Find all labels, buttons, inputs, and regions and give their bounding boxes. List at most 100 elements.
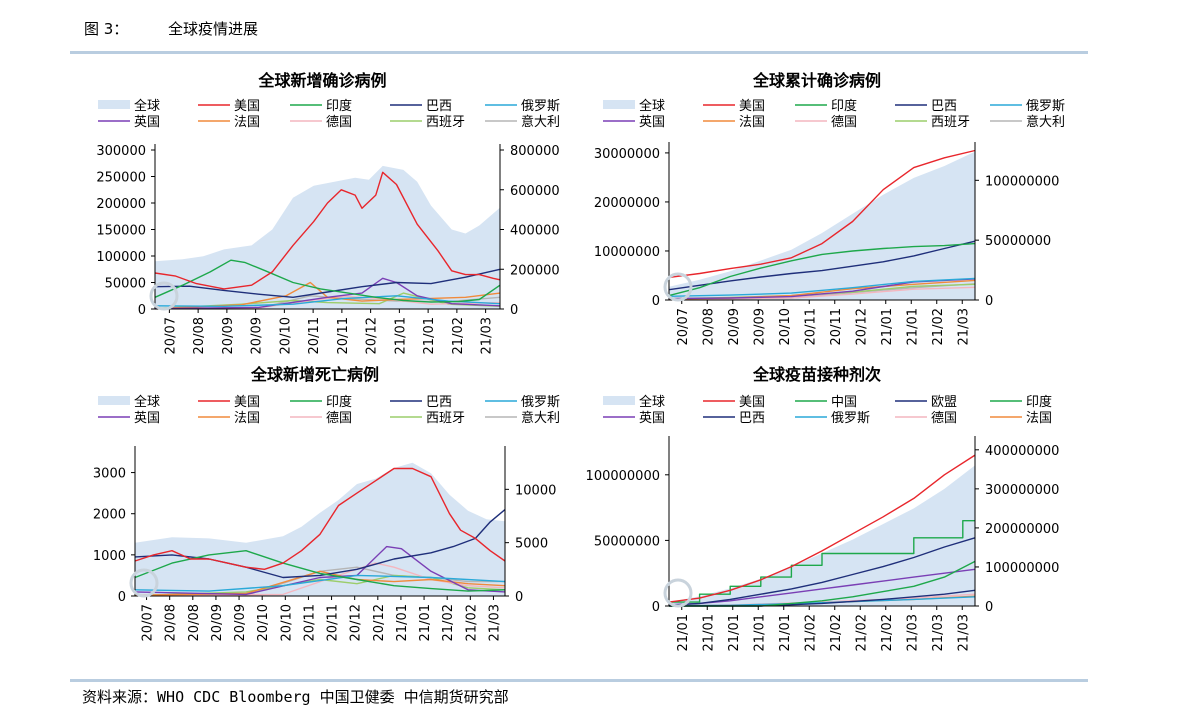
legend-label-e6b395e59bbd: 法国 xyxy=(1026,411,1052,426)
y-left-tick-label: 1000 xyxy=(93,549,126,564)
y-left-tick-label: 100000 xyxy=(96,250,146,265)
legend-label-e4bf84e7bd97e696af: 俄罗斯 xyxy=(831,411,870,426)
legend-label-e585a8e79083: 全球 xyxy=(134,394,160,410)
y-right-tick-label: 0 xyxy=(985,600,993,615)
x-tick-label: 20/11 xyxy=(302,604,317,641)
y-right-tick-label: 0 xyxy=(985,294,993,309)
legend-label-e7be8ee59bbd: 美国 xyxy=(234,99,260,114)
legend-label-e5beb7e59bbd: 德国 xyxy=(326,115,352,130)
series-area-e585a8e79083 xyxy=(669,151,975,300)
legend-label-e58db0e5baa6: 印度 xyxy=(326,394,352,410)
series-line-e5b7b4e8a5bf xyxy=(668,240,976,291)
series-line-e4bf84e7bd97e696af xyxy=(134,574,506,592)
legend-swatch-e585a8e79083 xyxy=(603,100,635,109)
x-tick-label: 20/07 xyxy=(141,604,156,641)
legend-swatch-e585a8e79083 xyxy=(98,100,130,109)
y-right-tick-label: 10000 xyxy=(515,483,556,498)
top-rule xyxy=(70,51,1088,54)
x-tick-label: 20/09 xyxy=(233,604,248,641)
y-right-tick-label: 100000000 xyxy=(985,561,1059,576)
y-left-tick-label: 30000000 xyxy=(594,147,660,162)
series-line-e58db0e5baa6 xyxy=(669,560,976,607)
y-right-tick-label: 800000 xyxy=(510,144,560,159)
series-line-e58db0e5baa6 xyxy=(668,242,976,297)
legend-label-e5beb7e59bbd: 德国 xyxy=(931,411,957,426)
x-tick-label: 21/01 xyxy=(880,308,895,345)
series-line-e5beb7e59bbd xyxy=(134,562,506,597)
series-line-e5b7b4e8a5bf xyxy=(154,268,501,299)
series-line-e58db0e5baa6 xyxy=(134,549,506,592)
legend-label-e6aca7e79b9f: 欧盟 xyxy=(931,395,957,410)
legend-label-e585a8e79083: 全球 xyxy=(134,98,160,114)
y-left-tick-label: 0 xyxy=(652,600,660,615)
legend-label-e8a5bfe78fade78999: 西班牙 xyxy=(426,115,465,130)
legend-label-e88bb1e59bbd: 英国 xyxy=(639,411,665,426)
y-left-tick-label: 20000000 xyxy=(594,196,660,211)
series-line-e88bb1e59bbd xyxy=(134,545,506,596)
x-tick-label: 21/01 xyxy=(393,317,408,354)
legend-label-e6b395e59bbd: 法国 xyxy=(234,115,260,130)
chart-title: 全球疫苗接种剂次 xyxy=(752,365,881,384)
x-tick-label: 20/07 xyxy=(163,317,178,354)
x-tick-label: 21/03 xyxy=(905,614,920,651)
x-tick-label: 21/01 xyxy=(422,317,437,354)
y-right-tick-label: 0 xyxy=(510,303,518,318)
y-left-tick-label: 2000 xyxy=(93,508,126,523)
y-right-tick-label: 600000 xyxy=(510,184,560,199)
y-left-tick-label: 200000 xyxy=(96,197,146,212)
x-tick-label: 21/03 xyxy=(956,614,971,651)
x-tick-label: 21/01 xyxy=(701,614,716,651)
series-line-e6b395e59bbd xyxy=(134,570,506,596)
y-left-tick-label: 150000 xyxy=(96,224,146,239)
legend-label-e88bb1e59bbd: 英国 xyxy=(639,115,665,130)
x-tick-label: 20/08 xyxy=(187,604,202,641)
legend-label-e88bb1e59bbd: 英国 xyxy=(134,115,160,130)
x-tick-label: 20/11 xyxy=(326,604,341,641)
chart-title: 全球新增确诊病例 xyxy=(257,71,386,90)
x-tick-label: 21/03 xyxy=(956,308,971,345)
figure-title: 图 3： 全球疫情进展 xyxy=(84,18,258,39)
x-tick-label: 21/02 xyxy=(441,604,456,641)
y-left-tick-label: 10000000 xyxy=(594,245,660,260)
y-right-tick-label: 400000000 xyxy=(985,444,1059,459)
legend-label-e7be8ee59bbd: 美国 xyxy=(739,99,765,114)
bottom-rule xyxy=(70,679,1088,682)
y-left-tick-label: 50000000 xyxy=(594,534,660,549)
x-tick-label: 21/01 xyxy=(418,604,433,641)
source-text: WHO CDC Bloomberg 中国卫健委 中信期货研究部 xyxy=(157,688,509,706)
legend-swatch-e585a8e79083 xyxy=(603,396,635,405)
x-tick-label: 21/01 xyxy=(778,614,793,651)
x-tick-label: 20/09 xyxy=(250,317,265,354)
x-tick-label: 21/03 xyxy=(487,604,502,641)
y-right-tick-label: 50000000 xyxy=(985,234,1051,249)
legend-label-e5b7b4e8a5bf: 巴西 xyxy=(931,99,957,114)
legend-label-e5beb7e59bbd: 德国 xyxy=(831,115,857,130)
x-tick-label: 21/01 xyxy=(905,308,920,345)
watermark-logo-icon xyxy=(149,281,179,311)
chart-title: 全球新增死亡病例 xyxy=(250,365,379,384)
x-tick-label: 20/11 xyxy=(829,308,844,345)
source-prefix: 资料来源： xyxy=(82,688,158,706)
legend-label-e4bf84e7bd97e696af: 俄罗斯 xyxy=(1026,99,1065,114)
x-tick-label: 21/02 xyxy=(931,308,946,345)
y-right-tick-label: 100000000 xyxy=(985,174,1059,189)
x-tick-label: 20/09 xyxy=(752,308,767,345)
y-left-tick-label: 100000000 xyxy=(586,469,660,484)
legend-label-e6848fe5a4a7e588a9: 意大利 xyxy=(1026,114,1065,130)
legend-label-e58db0e5baa6: 印度 xyxy=(326,98,352,114)
y-left-tick-label: 0 xyxy=(652,294,660,309)
y-right-tick-label: 200000000 xyxy=(985,522,1059,537)
legend-label-e7be8ee59bbd: 美国 xyxy=(234,395,260,410)
x-tick-label: 20/10 xyxy=(278,317,293,354)
chart-title: 全球累计确诊病例 xyxy=(752,71,881,90)
source-note: 资料来源：WHO CDC Bloomberg 中国卫健委 中信期货研究部 xyxy=(82,686,509,707)
series-line-e7be8ee59bbd xyxy=(668,149,976,279)
watermark-logo-icon xyxy=(129,568,159,598)
y-left-tick-label: 0 xyxy=(118,590,126,605)
x-tick-label: 20/11 xyxy=(307,317,322,354)
x-tick-label: 21/02 xyxy=(451,317,466,354)
x-tick-label: 20/08 xyxy=(164,604,179,641)
